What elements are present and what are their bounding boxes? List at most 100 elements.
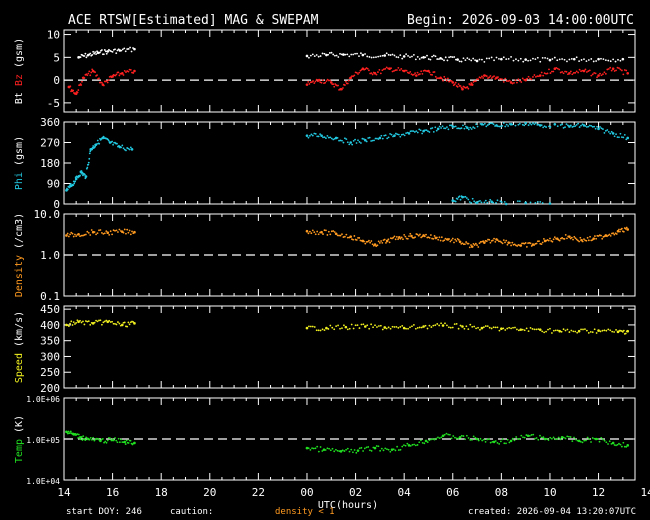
data-point [443,239,446,242]
data-point [530,78,533,81]
data-point [458,436,462,439]
data-point [377,240,380,243]
data-point [118,441,121,444]
data-point [362,323,365,326]
data-point [444,77,447,80]
data-point [69,233,71,236]
data-point [566,435,569,438]
data-point [535,437,538,439]
data-point [389,54,392,56]
data-point [623,133,626,136]
data-point [583,238,585,241]
data-point [317,78,321,82]
data-point [411,443,414,446]
data-point [444,322,446,325]
data-point [483,201,486,204]
data-point [414,327,417,330]
data-point [472,57,475,60]
data-point [574,330,577,333]
data-point [482,123,485,126]
data-point [317,450,320,453]
data-point [477,200,480,203]
data-point [536,75,539,78]
data-point [385,241,387,244]
y-axis-label-part: (/cm3) [14,213,25,255]
data-point [585,329,588,332]
data-point [536,124,539,126]
data-point [118,49,122,52]
data-point [620,69,623,72]
data-point [494,240,497,243]
data-point [571,126,574,128]
data-point [112,229,115,232]
data-point [572,238,574,241]
data-point [556,125,559,128]
data-point [315,78,318,81]
data-point [347,79,350,82]
data-point [477,439,480,442]
data-point [502,122,505,124]
data-point [378,325,380,327]
data-point [313,55,316,58]
data-point [307,232,310,235]
data-point [368,327,371,330]
data-point [361,53,365,57]
data-point [438,125,441,128]
data-point [87,231,90,234]
data-point [468,201,471,203]
data-point [120,146,122,149]
data-point [599,126,601,128]
data-point [454,81,457,84]
data-point [598,440,601,443]
data-point [435,129,438,132]
data-point [587,125,590,128]
data-point [601,329,604,332]
data-point [379,449,382,452]
data-point [467,198,470,201]
data-point [398,236,401,239]
data-point [575,124,578,126]
data-point [406,237,409,240]
data-point [470,245,474,248]
data-point [360,52,362,55]
data-point [434,126,437,129]
data-point [578,240,581,243]
data-point [475,59,479,63]
data-point [307,447,310,450]
data-point [619,132,622,135]
data-point [501,438,504,441]
data-point [74,180,77,183]
data-point [408,72,410,75]
data-point [102,53,105,56]
data-point [412,130,415,133]
data-point [455,240,458,242]
data-point [337,324,339,327]
data-point [423,235,426,238]
data-point [558,329,561,333]
data-point [611,67,615,71]
data-point [451,56,454,59]
data-point [358,327,361,329]
data-point [471,197,474,200]
data-point [102,232,105,235]
data-point [497,76,499,78]
data-point [338,139,340,142]
data-point [466,86,469,88]
data-point [320,230,323,234]
data-point [441,125,444,128]
data-point [447,77,449,80]
data-point [584,125,587,127]
data-point [335,325,338,327]
data-point [101,323,103,326]
data-point [453,83,456,86]
data-point [313,132,316,135]
data-point [499,240,502,243]
data-point [86,74,89,77]
data-point [372,56,375,59]
data-point [611,330,614,333]
data-point [573,235,576,238]
data-point [374,137,377,140]
data-point [539,201,542,203]
data-point [88,438,91,441]
